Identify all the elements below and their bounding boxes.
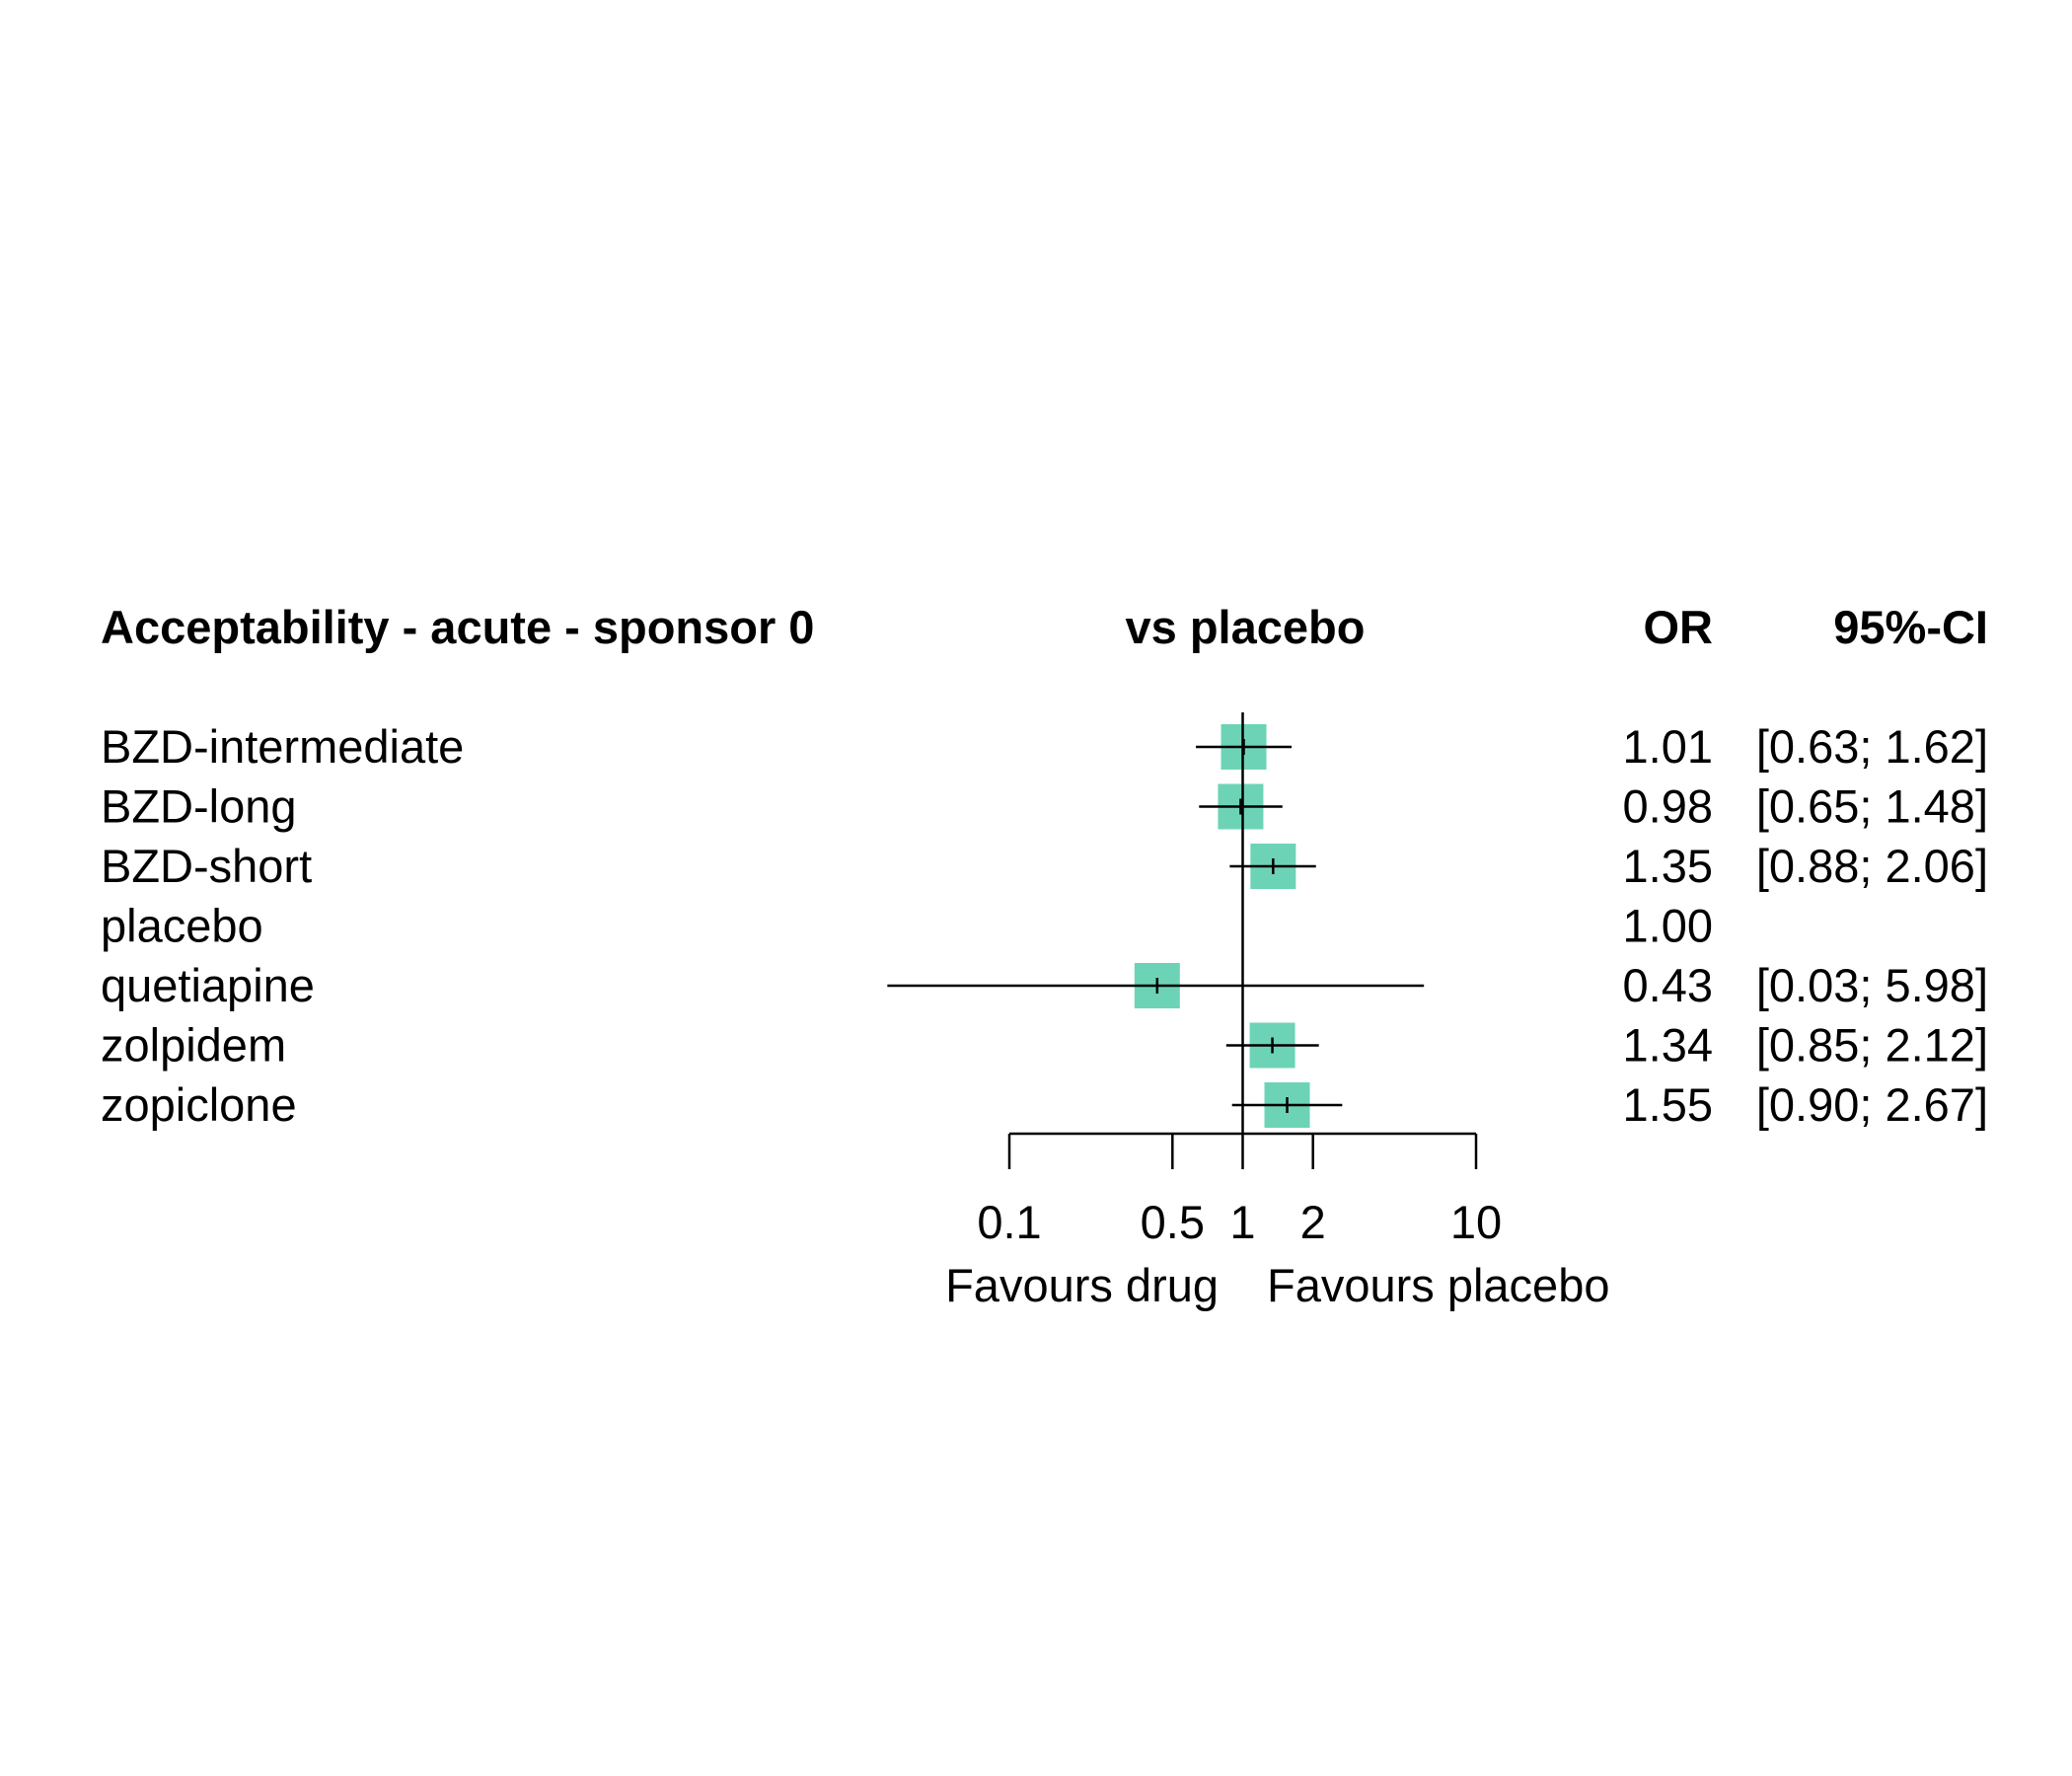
tick-label: 0.1 [977, 1196, 1041, 1248]
chart-title: Acceptability - acute - sponsor 0 [101, 601, 814, 653]
ci-value: [0.03; 5.98] [1756, 959, 1988, 1011]
or-value: 1.55 [1623, 1078, 1713, 1131]
comparison-header: vs placebo [1126, 601, 1366, 653]
ci-value: [0.63; 1.62] [1756, 720, 1988, 773]
ci-value: [0.85; 2.12] [1756, 1019, 1988, 1072]
ci-value: [0.88; 2.06] [1756, 840, 1988, 892]
or-value: 1.35 [1623, 840, 1713, 892]
tick-label: 1 [1229, 1196, 1255, 1248]
row-label: BZD-long [101, 780, 297, 833]
or-column-header: OR [1644, 601, 1714, 653]
row-label: quetiapine [101, 959, 315, 1011]
ci-column-header: 95%-CI [1833, 601, 1988, 653]
ci-value: [0.90; 2.67] [1756, 1078, 1988, 1131]
row-label: zolpidem [101, 1019, 286, 1072]
tick-label: 10 [1450, 1196, 1502, 1248]
or-value: 1.00 [1623, 900, 1713, 952]
study-rows: BZD-intermediate 1.01 [0.63; 1.62] BZD-long… [101, 720, 1988, 1131]
plot-marks [887, 712, 1425, 1134]
favours-placebo-label: Favours placebo [1267, 1259, 1609, 1311]
tick-label: 0.5 [1141, 1196, 1205, 1248]
favours-drug-label: Favours drug [945, 1259, 1219, 1311]
row-label: placebo [101, 900, 263, 952]
row-label: BZD-short [101, 840, 312, 892]
x-axis: 0.1 0.5 1 2 10 [977, 1132, 1502, 1248]
row-label: zopiclone [101, 1078, 297, 1131]
row-label: BZD-intermediate [101, 720, 464, 773]
or-value: 1.34 [1623, 1019, 1713, 1072]
tick-label: 2 [1300, 1196, 1326, 1248]
or-value: 0.98 [1623, 780, 1713, 833]
or-value: 0.43 [1623, 959, 1713, 1011]
ci-value: [0.65; 1.48] [1756, 780, 1988, 833]
or-value: 1.01 [1623, 720, 1713, 773]
